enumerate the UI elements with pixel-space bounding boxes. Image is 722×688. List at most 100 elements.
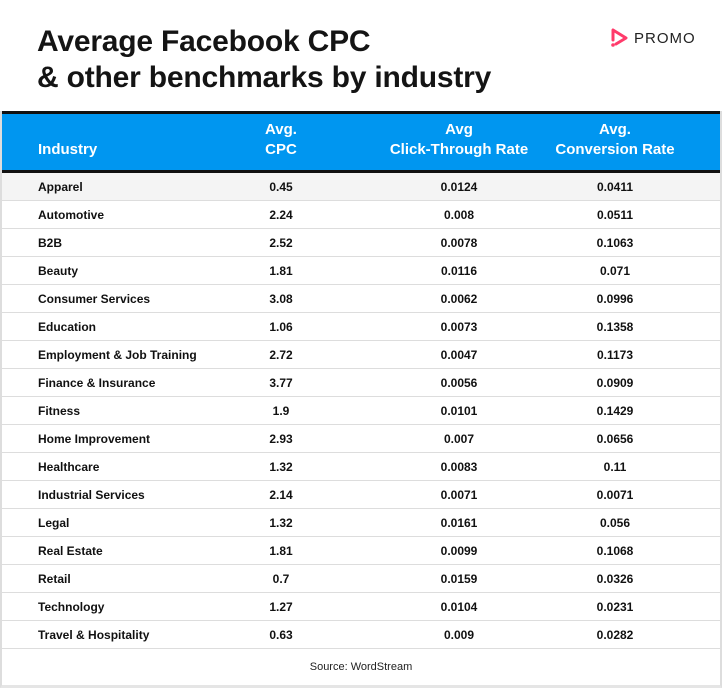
cell-ctr: 0.008 (443, 208, 475, 222)
cell-cpc: 1.81 (269, 264, 293, 278)
table-row: Fitness 1.9 0.0101 0.1429 (2, 397, 720, 425)
cell-industry: Automotive (38, 208, 104, 222)
cell-conversion-rate: 0.1068 (596, 544, 634, 558)
cell-conversion-rate: 0.0411 (596, 180, 634, 194)
table-row: Industrial Services 2.14 0.0071 0.0071 (2, 481, 720, 509)
cell-ctr: 0.0099 (440, 544, 478, 558)
header-cpc-line1: Avg. (265, 121, 297, 138)
cell-conversion-rate: 0.0071 (596, 488, 634, 502)
promo-logo: PROMO (610, 28, 696, 48)
cell-conversion-rate: 0.1173 (596, 348, 634, 362)
cell-industry: Education (38, 320, 97, 334)
cell-industry: Retail (38, 572, 71, 586)
cell-ctr: 0.0071 (440, 488, 478, 502)
cell-industry: Consumer Services (38, 292, 151, 306)
cell-industry: Home Improvement (38, 432, 151, 446)
cell-ctr: 0.0101 (440, 404, 478, 418)
cell-ctr: 0.0073 (440, 320, 478, 334)
header-ctr-line1: Avg (445, 121, 473, 138)
source-note: Source: WordStream (309, 661, 413, 673)
cell-ctr: 0.0083 (440, 460, 478, 474)
table-body: Apparel 0.45 0.0124 0.0411 Automotive 2.24 0.0… (2, 173, 720, 649)
cell-cpc: 2.72 (269, 348, 293, 362)
header-conv-line2: Conversion Rate (555, 141, 675, 158)
table-row: Apparel 0.45 0.0124 0.0411 (2, 173, 720, 201)
cell-industry: Travel & Hospitality (38, 628, 150, 642)
table-row: Real Estate 1.81 0.0099 0.1068 (2, 537, 720, 565)
cell-cpc: 1.9 (272, 404, 290, 418)
cell-cpc: 1.32 (269, 460, 293, 474)
table-row: B2B 2.52 0.0078 0.1063 (2, 229, 720, 257)
table-row: Travel & Hospitality 0.63 0.009 0.0282 (2, 621, 720, 649)
header-ctr-line2: Click-Through Rate (389, 141, 529, 158)
header-ctr: Avg Click-Through Rate (389, 120, 529, 160)
cell-conversion-rate: 0.0231 (596, 600, 634, 614)
cell-ctr: 0.009 (443, 628, 475, 642)
benchmark-table: Industry Avg. CPC Avg Click-Through Rate A… (0, 111, 722, 688)
table-header: Industry Avg. CPC Avg Click-Through Rate A… (2, 111, 720, 173)
table-row: Consumer Services 3.08 0.0062 0.0996 (2, 285, 720, 313)
cell-industry: Employment & Job Training (38, 348, 197, 362)
cell-conversion-rate: 0.11 (603, 460, 627, 474)
table-row: Finance & Insurance 3.77 0.0056 0.0909 (2, 369, 720, 397)
table-row: Technology 1.27 0.0104 0.0231 (2, 593, 720, 621)
table-row: Employment & Job Training 2.72 0.0047 0.117… (2, 341, 720, 369)
cell-ctr: 0.0078 (440, 236, 478, 250)
cell-cpc: 3.77 (269, 376, 293, 390)
cell-ctr: 0.0116 (440, 264, 478, 278)
table-row: Healthcare 1.32 0.0083 0.11 (2, 453, 720, 481)
cell-ctr: 0.0104 (440, 600, 478, 614)
header-cpc: Avg. CPC (231, 120, 331, 160)
cell-industry: Healthcare (38, 460, 100, 474)
cell-ctr: 0.0056 (440, 376, 478, 390)
table-row: Legal 1.32 0.0161 0.056 (2, 509, 720, 537)
table-row: Retail 0.7 0.0159 0.0326 (2, 565, 720, 593)
cell-ctr: 0.0062 (440, 292, 478, 306)
header-conv: Avg. Conversion Rate (545, 120, 685, 160)
cell-cpc: 0.7 (272, 572, 290, 586)
cell-cpc: 1.06 (269, 320, 293, 334)
table-row: Home Improvement 2.93 0.007 0.0656 (2, 425, 720, 453)
cell-conversion-rate: 0.0326 (596, 572, 634, 586)
cell-industry: Technology (38, 600, 105, 614)
cell-industry: Apparel (38, 180, 83, 194)
cell-ctr: 0.0161 (440, 516, 478, 530)
cell-industry: B2B (38, 236, 63, 250)
cell-conversion-rate: 0.0656 (596, 432, 634, 446)
table-row: Beauty 1.81 0.0116 0.071 (2, 257, 720, 285)
cell-conversion-rate: 0.1429 (596, 404, 634, 418)
cell-conversion-rate: 0.071 (599, 264, 631, 278)
table-row: Education 1.06 0.0073 0.1358 (2, 313, 720, 341)
title-line-2: & other benchmarks by industry (37, 61, 492, 94)
cell-cpc: 0.45 (269, 180, 293, 194)
cell-conversion-rate: 0.0282 (596, 628, 634, 642)
cell-industry: Finance & Insurance (38, 376, 156, 390)
table-row: Automotive 2.24 0.008 0.0511 (2, 201, 720, 229)
cell-conversion-rate: 0.0996 (596, 292, 634, 306)
cell-conversion-rate: 0.0511 (596, 208, 634, 222)
cell-conversion-rate: 0.056 (599, 516, 631, 530)
header-conv-line1: Avg. (599, 121, 631, 138)
logo-text: PROMO (634, 29, 696, 47)
header-cpc-line2: CPC (265, 141, 297, 158)
cell-ctr: 0.007 (443, 432, 475, 446)
cell-cpc: 3.08 (269, 292, 293, 306)
cell-industry: Industrial Services (38, 488, 145, 502)
cell-cpc: 2.14 (269, 488, 293, 502)
cell-cpc: 2.24 (269, 208, 293, 222)
cell-industry: Legal (38, 516, 70, 530)
cell-ctr: 0.0124 (440, 180, 478, 194)
cell-cpc: 1.32 (269, 516, 293, 530)
cell-cpc: 1.81 (269, 544, 293, 558)
cell-cpc: 0.63 (269, 628, 293, 642)
cell-industry: Real Estate (38, 544, 103, 558)
cell-ctr: 0.0159 (440, 572, 478, 586)
cell-cpc: 1.27 (269, 600, 293, 614)
cell-conversion-rate: 0.1063 (596, 236, 634, 250)
cell-ctr: 0.0047 (440, 348, 478, 362)
title-line-1: Average Facebook CPC (37, 25, 371, 58)
cell-conversion-rate: 0.1358 (596, 320, 634, 334)
page-title: Average Facebook CPC & other benchmarks … (37, 24, 491, 96)
header-industry: Industry (38, 141, 98, 158)
cell-industry: Beauty (38, 264, 79, 278)
